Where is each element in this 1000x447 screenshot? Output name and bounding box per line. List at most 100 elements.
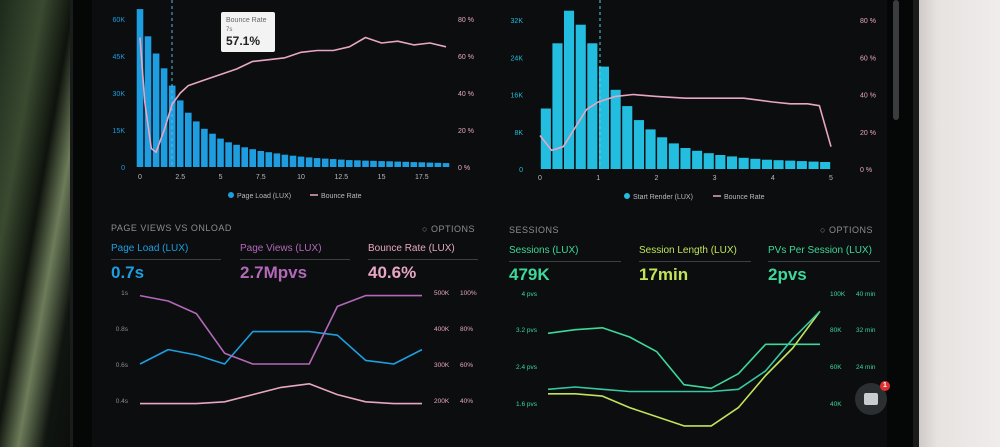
x-tick-label: 1 [596,175,600,182]
bar-page-load [321,158,329,167]
y-tick-label: 45K [113,54,126,61]
bar-start-render [820,162,831,169]
bar-page-load [241,147,248,167]
tooltip-sub: 7s [226,27,232,33]
metric-label-page-views: Page Views (LUX) [240,243,322,254]
bar-page-load [354,160,361,167]
y-tick-label-right: 60 % [458,54,474,61]
plant-foliage [0,0,75,447]
y-tick-label: 8K [514,130,523,137]
metric-label-page-load: Page Load (LUX) [111,243,189,254]
tooltip-value: 57.1% [226,34,260,48]
legend-label-bounce-rate: Bounce Rate [724,194,765,201]
bar-page-load [152,53,160,167]
bar-start-render [715,155,726,169]
y-tick-label: 3.2 pvs [516,327,538,334]
bar-page-load [313,158,321,167]
bar-start-render [738,157,749,169]
legend-label-page-load: Page Load (LUX) [237,193,291,200]
bar-page-load [297,156,305,167]
x-tick-label: 2 [654,175,658,182]
y-tick-label: 0 [121,165,125,172]
y-tick-label-right: 400K [434,326,450,333]
bar-page-load [176,100,184,167]
x-tick-label: 2.5 [175,174,185,181]
bar-start-render [773,160,784,169]
legend-top-right: Start Render (LUX) Bounce Rate [624,193,765,201]
bar-page-load [201,128,208,167]
y-tick-label-right: 40 min [856,291,876,298]
y-tick-label-right: 32 min [856,327,876,334]
bar-page-load [442,163,450,167]
line-sessions [547,326,820,390]
bar-start-render [808,161,819,169]
scrollbar[interactable] [893,0,899,120]
bar-page-load [185,112,192,167]
y-tick-label: 1.6 pvs [516,401,538,408]
y-tick-label-right: 24 min [856,364,876,371]
tooltip-label: Bounce Rate [226,17,267,24]
y-tick-label: 2.4 pvs [516,364,538,371]
metric-label-session-length: Session Length (LUX) [639,245,737,256]
y-tick-label: 30K [113,91,126,98]
bar-page-load [257,151,265,167]
section-title-page-views: PAGE VIEWS VS ONLOAD [111,223,232,233]
metric-divider [111,259,221,260]
bar-start-render [622,106,633,169]
x-tick-label: 5 [219,174,223,181]
bar-page-load [426,162,434,167]
bar-page-load [329,159,337,167]
legend-label-bounce-rate: Bounce Rate [321,193,362,200]
section-title-sessions: SESSIONS [509,225,560,235]
options-button-page-views[interactable]: ○ OPTIONS [422,224,475,234]
tooltip-box [221,12,275,52]
metric-label-pvs-per-session: PVs Per Session (LUX) [768,245,872,256]
y-tick-label-right: 0 % [860,167,872,174]
metric-value-bounce-rate: 40.6% [368,263,417,282]
line-page-load [139,330,423,365]
bar-page-load [160,68,168,167]
x-tick-label: 7.5 [256,174,266,181]
y-tick-label-right: 60 % [860,55,876,62]
bar-start-render [633,120,644,169]
line-bounce-rate [139,36,447,153]
bar-start-render [540,108,551,169]
y-tick-label: 1s [121,290,129,297]
bar-start-render [575,24,586,170]
chat-bubble-icon [864,393,878,405]
metric-divider [639,261,751,262]
bar-page-load [338,159,345,167]
metric-divider [509,261,621,262]
line-pvs-per-session [547,310,821,393]
bar-page-load [378,161,385,167]
bar-page-load [265,152,273,167]
y-tick-label: 0.4s [116,398,129,405]
x-tick-label: 3 [713,175,717,182]
line-page-views [139,294,422,365]
y-tick-label-right: 300K [434,362,450,369]
bar-page-load [144,36,152,167]
bar-start-render [785,160,796,169]
metric-divider [240,259,350,260]
bar-page-load [217,138,224,167]
y-tick-label: 0.8s [116,326,129,333]
bar-start-render [750,158,761,169]
y-tick-label-right: 200K [434,398,450,405]
options-button-sessions[interactable]: ○ OPTIONS [820,225,873,235]
x-tick-label: 15 [378,174,386,181]
bar-page-load [434,162,442,167]
bounce-rate-tooltip: Bounce Rate 7s 57.1% [221,12,275,52]
bar-start-render [552,43,563,169]
bar-page-load [346,160,353,167]
bar-start-render [598,66,609,169]
bar-start-render [727,156,738,169]
y-tick-label: 16K [511,93,524,100]
bar-page-load [305,157,313,167]
line-session-length [548,310,821,427]
bar-page-load [370,160,377,167]
bar-page-load [410,162,418,167]
y-tick-label-right: 0 % [458,165,470,172]
options-icon: ○ [422,224,428,234]
bar-start-render [564,10,575,170]
